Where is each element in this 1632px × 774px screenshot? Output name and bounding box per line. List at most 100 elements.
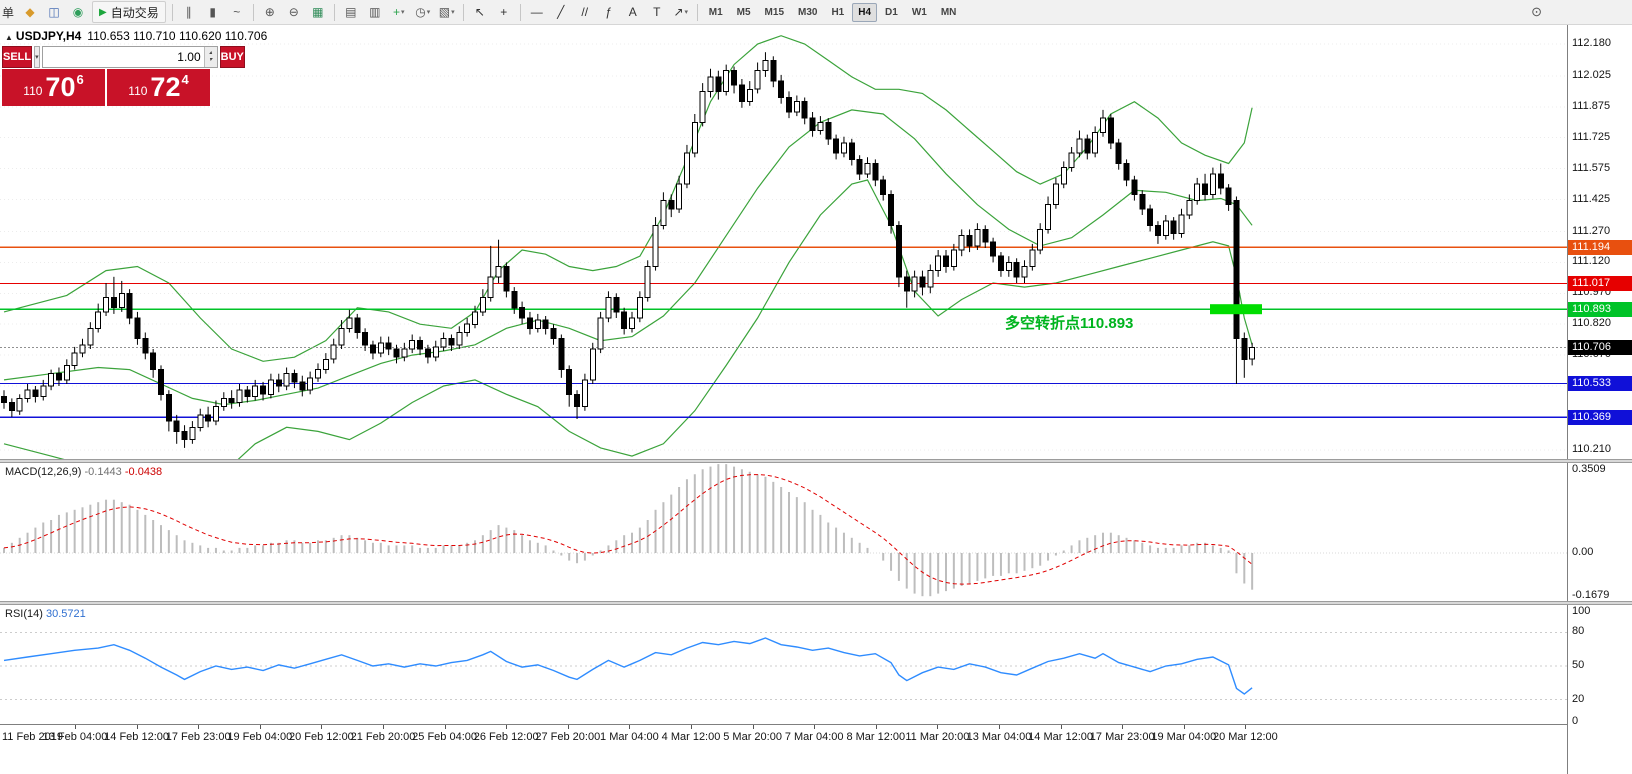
volume-spinner[interactable]: ▴ ▾ bbox=[203, 47, 217, 67]
add-indicator-icon[interactable]: + ▾ bbox=[392, 5, 405, 19]
volume-input[interactable] bbox=[42, 47, 204, 67]
level-highlight-bar[interactable] bbox=[1210, 304, 1262, 315]
zoom-out-icon[interactable]: ⊖ bbox=[288, 5, 299, 19]
price-chart-canvas[interactable] bbox=[0, 25, 1567, 459]
price-tick-label: 111.120 bbox=[1572, 255, 1611, 268]
time-tick bbox=[444, 725, 446, 729]
time-tick bbox=[999, 725, 1000, 729]
panel-separator-macd[interactable] bbox=[0, 459, 1632, 463]
magnifier-icon[interactable]: ⊙ bbox=[1531, 4, 1542, 19]
fibonacci-icon[interactable]: ƒ bbox=[605, 5, 613, 19]
macd-canvas[interactable] bbox=[0, 463, 1567, 601]
candle-body bbox=[1249, 347, 1256, 360]
candle-body bbox=[778, 80, 785, 99]
timeframe-w1[interactable]: W1 bbox=[911, 6, 927, 18]
trendline-icon[interactable]: ╱ bbox=[557, 5, 565, 19]
horizontal-line-icon[interactable]: — bbox=[530, 5, 543, 19]
candle-body bbox=[385, 342, 392, 350]
price-chart-panel[interactable]: ▲ USDJPY,H4 110.653 110.710 110.620 110.70… bbox=[0, 25, 1567, 459]
candle-body bbox=[424, 348, 431, 358]
time-label: 17 Mar 23:00 bbox=[1089, 731, 1155, 743]
symbol-info: ▲ USDJPY,H4 110.653 110.710 110.620 110.70… bbox=[5, 29, 267, 43]
clipped-menu-label[interactable]: 单 bbox=[2, 5, 15, 20]
bar-chart-icon[interactable]: ∥ bbox=[185, 5, 192, 19]
text-label-icon[interactable]: T bbox=[653, 5, 661, 19]
one-click-toggle-icon[interactable]: ▲ bbox=[5, 33, 13, 42]
candle-body bbox=[487, 276, 494, 298]
candle-body bbox=[1005, 261, 1012, 272]
price-axis[interactable]: 112.180 112.025 111.875 111.725 111.575 111.4… bbox=[1567, 25, 1632, 774]
time-axis[interactable]: 11 Feb 2019 13 Feb 04:00 14 Feb 12:00 17 Fe… bbox=[0, 724, 1632, 774]
rsi-line[interactable] bbox=[3, 637, 1253, 695]
dropdown-caret-icon[interactable]: ▾ bbox=[426, 9, 431, 16]
candle-body bbox=[966, 235, 973, 247]
rsi-panel[interactable]: RSI(14) 30.5721 bbox=[0, 605, 1567, 724]
candlestick-chart-icon[interactable]: ▮ bbox=[209, 5, 217, 19]
market-watch-icon[interactable]: ◉ bbox=[72, 5, 84, 19]
text-icon[interactable]: A bbox=[628, 5, 637, 19]
sell-quote[interactable]: 110 70 6 bbox=[2, 69, 105, 106]
candle-body bbox=[1209, 173, 1216, 195]
candle-body bbox=[880, 179, 887, 195]
candle-body bbox=[472, 311, 478, 325]
candle-body bbox=[322, 358, 329, 371]
candle-body bbox=[150, 352, 157, 371]
new-order-icon[interactable]: ◆ bbox=[25, 5, 35, 19]
candle-body bbox=[158, 369, 164, 395]
price-badge-110.533: 110.533 bbox=[1568, 375, 1632, 391]
tile-windows-icon[interactable]: ▦ bbox=[312, 5, 324, 19]
candle-body bbox=[558, 338, 565, 371]
candle-body bbox=[1217, 173, 1224, 189]
buy-button[interactable]: BUY bbox=[219, 46, 245, 68]
panel-separator-rsi[interactable] bbox=[0, 601, 1632, 605]
periods-icon[interactable]: ◷ ▾ bbox=[415, 5, 431, 19]
rsi-canvas[interactable] bbox=[0, 605, 1567, 724]
buy-quote[interactable]: 110 72 4 bbox=[107, 69, 210, 106]
cursor-icon[interactable]: ↖ bbox=[474, 5, 485, 19]
sell-button[interactable]: SELL bbox=[2, 46, 33, 68]
macd-panel[interactable]: MACD(12,26,9) -0.1443 -0.0438 bbox=[0, 463, 1567, 601]
time-tick bbox=[75, 725, 76, 729]
candle-body bbox=[95, 311, 102, 329]
timeframe-mn[interactable]: MN bbox=[940, 6, 957, 18]
crosshair-icon[interactable]: + bbox=[500, 5, 508, 19]
candle-body bbox=[990, 241, 997, 257]
candle-body bbox=[432, 346, 439, 358]
profiles-icon[interactable]: ◫ bbox=[48, 5, 60, 19]
zoom-in-icon[interactable]: ⊕ bbox=[264, 5, 275, 19]
dropdown-caret-icon[interactable]: ▾ bbox=[684, 9, 689, 16]
channel-icon[interactable]: // bbox=[581, 5, 589, 19]
candle-body bbox=[291, 373, 298, 383]
line-chart-icon[interactable]: ~ bbox=[233, 5, 241, 19]
toolbar-separator bbox=[696, 3, 698, 21]
dropdown-caret-icon[interactable]: ▾ bbox=[400, 9, 405, 16]
cascade-windows-icon[interactable]: ▤ bbox=[345, 5, 357, 19]
price-badge-110.893: 110.893 bbox=[1568, 301, 1632, 317]
bollinger-middle-line[interactable] bbox=[3, 109, 1253, 406]
timeframe-m5[interactable]: M5 bbox=[736, 6, 751, 18]
candle-body bbox=[550, 327, 557, 340]
timeframe-d1[interactable]: D1 bbox=[885, 6, 898, 18]
candle-body bbox=[48, 373, 55, 387]
dropdown-caret-icon[interactable]: ▾ bbox=[451, 9, 455, 16]
timeframe-h1[interactable]: H1 bbox=[831, 6, 845, 18]
macd-signal-line[interactable] bbox=[3, 474, 1253, 585]
bollinger-lower-line[interactable] bbox=[3, 179, 1253, 459]
timeframe-m1[interactable]: M1 bbox=[708, 6, 723, 18]
time-label: 14 Feb 12:00 bbox=[104, 731, 170, 743]
time-label: 17 Feb 23:00 bbox=[165, 731, 231, 743]
candle-body bbox=[228, 397, 235, 403]
time-label: 27 Feb 20:00 bbox=[535, 731, 601, 743]
candle-body bbox=[746, 88, 753, 103]
autotrading-button[interactable]: ▶ 自动交易 bbox=[92, 1, 166, 23]
volume-dropdown-caret[interactable]: ▾ bbox=[34, 46, 40, 68]
arrange-windows-icon[interactable]: ▥ bbox=[369, 5, 381, 19]
timeframe-m15[interactable]: M15 bbox=[764, 6, 784, 18]
time-tick bbox=[383, 725, 384, 729]
arrows-icon[interactable]: ↗ ▾ bbox=[673, 5, 689, 19]
spinner-down-icon[interactable]: ▾ bbox=[209, 57, 213, 63]
timeframe-m30[interactable]: M30 bbox=[798, 6, 818, 18]
spinner-up-icon[interactable]: ▴ bbox=[209, 50, 213, 56]
timeframe-h4[interactable]: H4 bbox=[852, 2, 878, 22]
template-icon[interactable]: ▧ ▾ bbox=[438, 5, 455, 19]
